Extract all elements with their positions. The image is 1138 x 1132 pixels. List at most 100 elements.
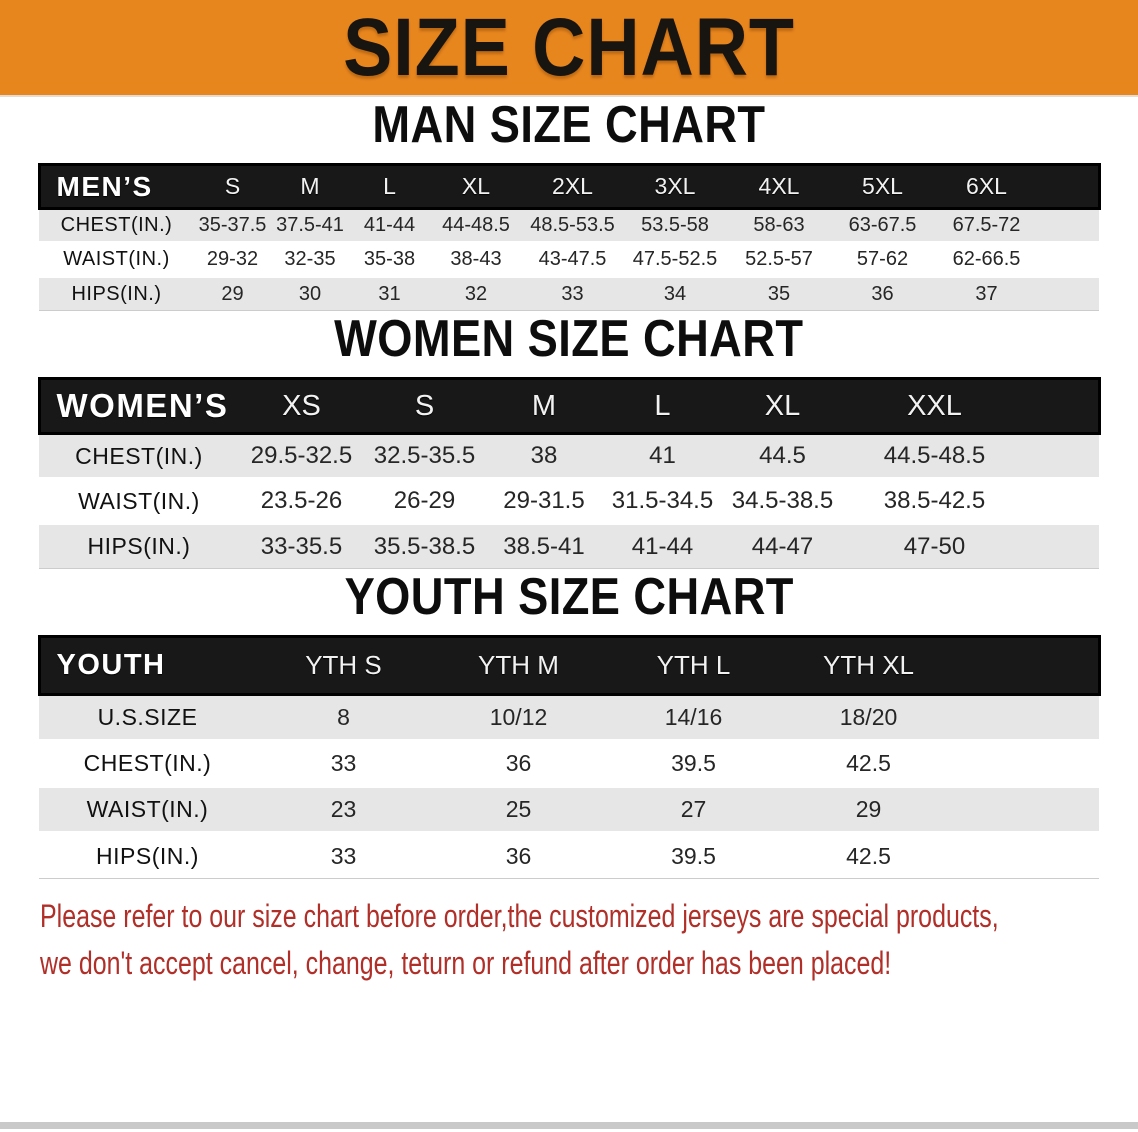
table-row: CHEST(IN.) 33 36 39.5 42.5 (39, 740, 1099, 787)
size-value: 14/16 (664, 704, 723, 730)
size-value: 42.5 (846, 842, 891, 869)
row-label: WAIST(IN.) (86, 796, 209, 822)
size-value: 67.5-72 (952, 214, 1021, 236)
size-value: 29-32 (206, 248, 259, 270)
size-value: 43-47.5 (538, 248, 607, 270)
filler-cell (1026, 479, 1099, 524)
filler-cell (956, 833, 1099, 879)
footnote: Please refer to our size chart before or… (40, 893, 1138, 987)
size-value: 29.5-32.5 (250, 442, 353, 469)
banner: SIZE CHART (0, 0, 1138, 97)
size-column-header: 2XL (552, 173, 593, 199)
table-row: U.S.SIZE 8 10/12 14/16 18/20 (39, 694, 1099, 741)
size-column-header: S (414, 389, 435, 422)
filler-cell (1039, 243, 1099, 277)
size-value: 33-35.5 (260, 532, 343, 560)
size-value: 44.5-48.5 (883, 442, 986, 469)
size-value: 35-37.5 (198, 214, 267, 236)
size-value: 35.5-38.5 (373, 532, 476, 560)
filler-cell (956, 741, 1099, 787)
size-column-header: M (300, 173, 320, 199)
size-column-header: YTH XL (822, 650, 915, 680)
size-value: 33 (561, 282, 584, 305)
size-value: 38 (530, 442, 558, 469)
size-column-header: 3XL (654, 173, 696, 199)
table-row: HIPS(IN.) 33 36 39.5 42.5 (39, 832, 1099, 879)
size-value: 25 (505, 796, 532, 822)
filler-cell (1039, 165, 1099, 209)
filler-cell (1026, 379, 1099, 434)
youth-size-table: YOUTH YTH S YTH M YTH L YTH XL U.S.SIZE 8 10/1… (37, 635, 1101, 879)
size-value: 62-66.5 (952, 248, 1021, 270)
size-value: 34.5-38.5 (731, 487, 834, 514)
size-value: 37.5-41 (276, 214, 344, 236)
size-value: 53.5-58 (641, 214, 709, 236)
size-value: 31.5-34.5 (611, 487, 714, 514)
size-column-header: 5XL (862, 173, 903, 199)
size-value: 23 (330, 796, 357, 822)
mens-size-table: MEN’S S M L XL 2XL 3XL 4XL 5XL 6XL CHEST(IN.) 35-3… (37, 163, 1101, 311)
size-value: 47-50 (903, 532, 966, 560)
size-column-header: L (654, 389, 671, 422)
womens-header-row: WOMEN’S XS S M L XL XXL (39, 378, 1099, 434)
size-value: 48.5-53.5 (530, 214, 615, 236)
table-corner-label: MEN’S (56, 170, 153, 202)
row-label: HIPS(IN.) (87, 533, 191, 559)
mens-header-row: MEN’S S M L XL 2XL 3XL 4XL 5XL 6XL (39, 164, 1099, 209)
filler-cell (1026, 524, 1099, 569)
table-row: WAIST(IN.) 29-32 32-35 35-38 38-43 43-47.5 47.… (39, 242, 1099, 277)
size-value: 10/12 (489, 704, 548, 730)
bottom-edge-strip (0, 1122, 1138, 1129)
filler-cell (956, 695, 1099, 741)
size-value: 36 (505, 842, 532, 869)
table-row: WAIST(IN.) 23 25 27 29 (39, 786, 1099, 833)
size-value: 38-43 (450, 248, 502, 270)
size-value: 41-44 (363, 214, 416, 236)
filler-cell (1039, 277, 1099, 311)
banner-title: SIZE CHART (343, 1, 795, 93)
size-value: 23.5-26 (260, 487, 343, 514)
size-value: 29-31.5 (503, 487, 585, 514)
size-value: 8 (337, 704, 350, 730)
size-column-header: M (531, 389, 557, 422)
size-value: 35 (767, 282, 791, 305)
row-label: CHEST(IN.) (83, 750, 212, 776)
size-value: 38.5-41 (503, 532, 585, 560)
women-size-chart-heading-text: WOMEN SIZE CHART (334, 310, 804, 368)
row-label: WAIST(IN.) (63, 248, 170, 270)
row-label: U.S.SIZE (97, 704, 198, 730)
size-column-header: XXL (907, 389, 962, 422)
filler-cell (956, 787, 1099, 833)
youth-header-row: YOUTH YTH S YTH M YTH L YTH XL (39, 636, 1099, 695)
size-value: 39.5 (671, 842, 716, 869)
size-value: 42.5 (846, 750, 891, 776)
size-column-header: 4XL (758, 173, 800, 199)
youth-size-chart-heading-text: YOUTH SIZE CHART (344, 568, 794, 626)
man-size-chart-heading-text: MAN SIZE CHART (372, 96, 766, 154)
size-value: 57-62 (856, 248, 909, 270)
size-value: 47.5-52.5 (632, 248, 718, 270)
size-value: 32.5-35.5 (373, 442, 476, 469)
size-value: 39.5 (671, 750, 716, 776)
row-label: HIPS(IN.) (96, 842, 199, 869)
row-label: CHEST(IN.) (75, 442, 203, 469)
size-value: 44-47 (751, 532, 814, 560)
row-label: HIPS(IN.) (71, 282, 162, 305)
table-corner-label: YOUTH (56, 649, 166, 681)
size-value: 33 (330, 750, 357, 776)
table-row: CHEST(IN.) 35-37.5 37.5-41 41-44 44-48.5 48.5… (39, 208, 1099, 243)
size-value: 38.5-42.5 (883, 487, 986, 514)
size-value: 44.5 (759, 442, 806, 469)
footnote-line-1-text: Please refer to our size chart before or… (40, 898, 999, 934)
size-column-header: XL (764, 389, 801, 422)
size-value: 29 (221, 282, 244, 305)
row-label: WAIST(IN.) (78, 487, 200, 514)
size-column-header: 6XL (966, 173, 1007, 199)
filler-cell (956, 637, 1099, 695)
table-corner-label: WOMEN’S (56, 387, 229, 424)
man-size-chart-heading: MAN SIZE CHART (0, 97, 1138, 163)
table-row: WAIST(IN.) 23.5-26 26-29 29-31.5 31.5-34.5 34… (39, 478, 1099, 524)
size-value: 52.5-57 (745, 248, 813, 270)
size-value: 33 (330, 842, 357, 869)
